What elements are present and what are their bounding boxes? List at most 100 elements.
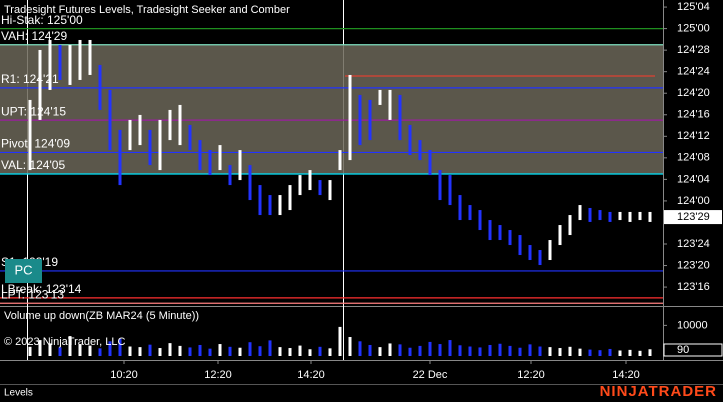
price-bar [228, 165, 232, 186]
price-bar [28, 99, 32, 171]
volume-bar [548, 347, 552, 356]
price-bar [38, 49, 42, 120]
volume-bar [268, 340, 272, 356]
price-bar [298, 175, 302, 196]
volume-bar [188, 347, 192, 356]
volume-bar [358, 341, 362, 356]
volume-bar [28, 346, 32, 356]
price-bar [258, 185, 262, 216]
price-bar [458, 195, 462, 221]
tab-label[interactable]: Levels [4, 388, 33, 399]
volume-bar [418, 345, 422, 356]
price-bar [408, 124, 412, 156]
level-label: VAL: 124'05 [1, 158, 65, 172]
level-label: VAH: 124'29 [1, 29, 67, 43]
volume-bar [258, 346, 262, 356]
volume-bar [158, 348, 162, 356]
volume-bar [638, 350, 642, 356]
price-bar [378, 89, 382, 105]
volume-bar [288, 348, 292, 356]
x-tick-label: 12:20 [204, 369, 232, 381]
volume-bar [38, 340, 42, 356]
volume-bar [628, 349, 632, 356]
y-tick-label: 124'04 [677, 173, 710, 185]
y-tick-label: 124'16 [677, 109, 710, 121]
volume-bar [198, 344, 202, 356]
x-tick-label: 10:20 [110, 369, 138, 381]
price-bar [108, 89, 112, 151]
y-tick-label: 123'24 [677, 238, 710, 250]
volume-bar [648, 349, 652, 356]
volume-bar [348, 337, 352, 356]
price-bar [418, 140, 422, 161]
value-area-layer [0, 28, 663, 304]
price-bar [618, 211, 622, 221]
price-bar [98, 64, 102, 110]
price-bar [58, 44, 62, 80]
price-bar [538, 250, 542, 266]
price-bar [248, 165, 252, 201]
price-bar [178, 104, 182, 146]
price-bar [388, 89, 392, 120]
volume-bar [118, 338, 122, 356]
price-bar [118, 129, 122, 186]
volume-bar [128, 346, 132, 356]
volume-bar [558, 348, 562, 356]
last-price-box [664, 210, 722, 225]
price-bar [348, 74, 352, 161]
price-bar [568, 215, 572, 236]
y-tick-label: 124'00 [677, 195, 710, 207]
y-tick-label: 123'16 [677, 281, 710, 293]
volume-bar [538, 346, 542, 356]
price-bar [168, 109, 172, 141]
last-price-label: 123'29 [677, 211, 710, 223]
price-bar [128, 119, 132, 151]
price-bar [368, 99, 372, 141]
price-bar [148, 129, 152, 166]
volume-bar [98, 348, 102, 356]
volume-bar [388, 343, 392, 356]
price-bar [478, 210, 482, 231]
volume-bar [488, 344, 492, 356]
price-bar [138, 114, 142, 146]
volume-bar [438, 344, 442, 356]
price-bar [358, 94, 362, 146]
price-bar [188, 124, 192, 151]
price-bar [428, 150, 432, 176]
volume-bar [108, 341, 112, 356]
volume-bar [408, 347, 412, 356]
y-tick-label: 125'04 [677, 1, 710, 13]
volume-bar [78, 344, 82, 356]
volume-bar [368, 344, 372, 356]
volume-bar [48, 343, 52, 356]
price-bar [328, 180, 332, 201]
level-label: Pivot: 124'09 [1, 137, 70, 151]
level-label: R1: 124'21 [1, 72, 59, 86]
volume-bar [528, 344, 532, 356]
price-bar [88, 39, 92, 75]
x-tick-label: 12:20 [517, 369, 545, 381]
volume-bar [58, 347, 62, 356]
volume-bar [508, 345, 512, 356]
volume-bar [428, 341, 432, 356]
volume-bar [568, 346, 572, 356]
price-bar [268, 195, 272, 216]
price-bar [208, 150, 212, 176]
pc-button[interactable] [5, 259, 42, 283]
price-bar [628, 211, 632, 222]
price-bar [488, 220, 492, 241]
volume-bar [168, 343, 172, 356]
level-label: LPT: 123'13 [1, 287, 64, 301]
volume-title: Volume up down(ZB MAR24 (5 Minute)) [4, 310, 199, 322]
y-tick-label: 125'00 [677, 23, 710, 35]
price-bar [398, 94, 402, 141]
chart-title: Tradesight Futures Levels, Tradesight Se… [4, 4, 290, 16]
y-tick-label: 123'20 [677, 259, 710, 271]
volume-bar [608, 348, 612, 356]
pc-button-label[interactable]: PC [14, 262, 32, 277]
x-tick-label: 22 Dec [413, 369, 448, 381]
price-bar [318, 180, 322, 196]
level-label: Hi-Stak: 125'00 [1, 13, 83, 27]
price-bar [578, 205, 582, 221]
